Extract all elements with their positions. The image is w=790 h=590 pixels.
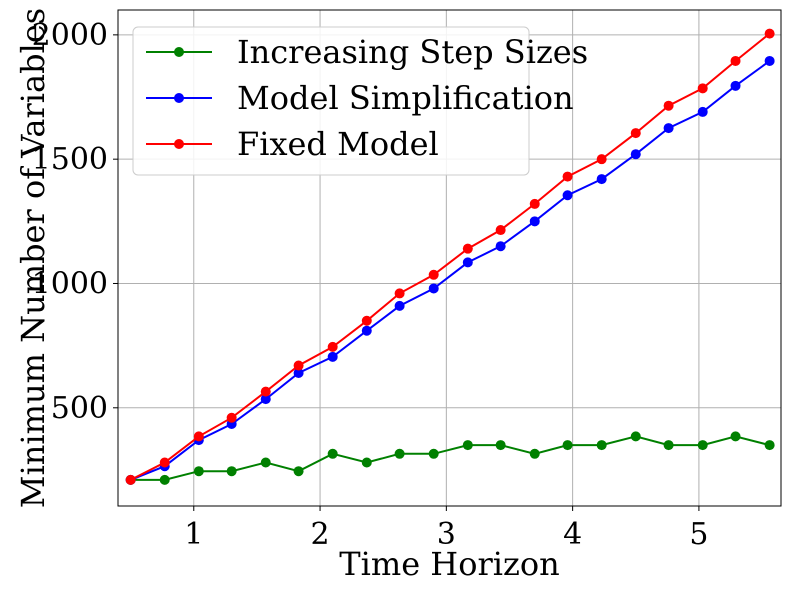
data-point <box>361 325 372 336</box>
data-point <box>596 154 607 165</box>
legend: Increasing Step Sizes Model Simplificatio… <box>132 26 588 176</box>
data-point <box>428 269 439 280</box>
series-line <box>130 60 771 481</box>
series-model-simplification <box>125 55 775 485</box>
data-point <box>529 198 540 209</box>
data-point <box>529 448 540 459</box>
data-point <box>730 431 741 442</box>
data-point <box>462 440 473 451</box>
data-point <box>428 448 439 459</box>
data-point <box>260 457 271 468</box>
data-point <box>764 440 775 451</box>
legend-marker <box>174 139 184 149</box>
data-point <box>630 431 641 442</box>
data-point <box>125 474 136 485</box>
x-tick-label: 2 <box>311 517 330 552</box>
data-point <box>260 394 271 405</box>
data-point <box>630 149 641 160</box>
series-fixed-model <box>125 28 775 485</box>
legend-label: Model Simplification <box>237 79 574 117</box>
data-point <box>529 216 540 227</box>
data-point <box>596 174 607 185</box>
tick-layer: 1 2 3 4 5 500 1000 1500 2000 <box>32 18 709 552</box>
series-line <box>130 435 770 481</box>
y-tick-label: 1500 <box>32 142 108 177</box>
data-point <box>159 474 170 485</box>
x-tick-label: 5 <box>689 517 708 552</box>
data-point <box>764 28 775 39</box>
data-point <box>596 440 607 451</box>
data-point <box>495 241 506 252</box>
data-point <box>361 315 372 326</box>
y-tick-label: 500 <box>51 391 108 426</box>
data-point <box>159 457 170 468</box>
data-point <box>327 448 338 459</box>
data-point <box>462 243 473 254</box>
data-point <box>226 412 237 423</box>
legend-item: Increasing Step Sizes <box>146 33 588 71</box>
data-point <box>327 341 338 352</box>
x-tick-label: 4 <box>563 517 582 552</box>
x-tick-label: 1 <box>184 517 203 552</box>
data-point <box>730 55 741 66</box>
data-point <box>260 386 271 397</box>
y-tick-label: 1000 <box>32 266 108 301</box>
data-point <box>764 55 775 66</box>
data-point <box>293 367 304 378</box>
data-point <box>697 106 708 117</box>
data-point <box>293 360 304 371</box>
plot-frame <box>117 9 782 507</box>
y-tick-label: 2000 <box>32 18 108 53</box>
data-point <box>394 300 405 311</box>
data-point <box>562 440 573 451</box>
data-point <box>630 128 641 139</box>
legend-label: Fixed Model <box>237 125 439 163</box>
x-tick-label: 3 <box>437 517 456 552</box>
legend-label: Increasing Step Sizes <box>237 33 588 71</box>
data-point <box>462 257 473 268</box>
data-point <box>730 80 741 91</box>
y-axis-label: Minimum Number of Variables <box>14 8 52 508</box>
legend-box <box>132 26 530 176</box>
data-point <box>193 466 204 477</box>
data-point <box>495 225 506 236</box>
data-point <box>226 466 237 477</box>
legend-item: Model Simplification <box>146 79 574 117</box>
data-point <box>495 440 506 451</box>
data-point <box>293 466 304 477</box>
data-point <box>663 123 674 134</box>
data-point <box>697 440 708 451</box>
x-axis-label: Time Horizon <box>339 545 559 583</box>
legend-marker <box>174 93 184 103</box>
data-point <box>663 440 674 451</box>
data-point <box>327 351 338 362</box>
legend-marker <box>174 47 184 57</box>
data-point <box>394 288 405 299</box>
series-layer <box>125 28 775 485</box>
data-point <box>663 100 674 111</box>
data-point <box>361 457 372 468</box>
data-point <box>562 171 573 182</box>
data-point <box>562 190 573 201</box>
data-point <box>193 431 204 442</box>
data-point <box>428 283 439 294</box>
data-point <box>394 448 405 459</box>
data-point <box>697 83 708 94</box>
legend-item: Fixed Model <box>146 125 439 163</box>
series-line <box>130 32 771 481</box>
